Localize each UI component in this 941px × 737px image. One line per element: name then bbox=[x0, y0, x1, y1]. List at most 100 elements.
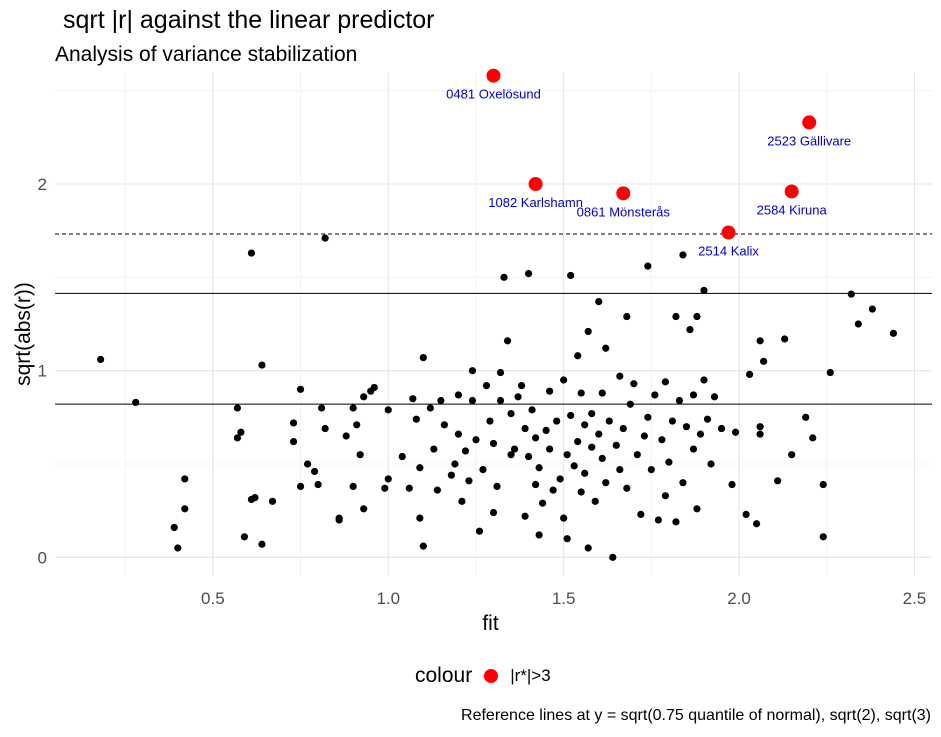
data-point bbox=[742, 510, 750, 518]
data-point bbox=[412, 415, 420, 423]
data-point bbox=[381, 484, 389, 492]
data-point bbox=[433, 486, 441, 494]
data-point bbox=[507, 410, 515, 418]
data-point bbox=[574, 438, 582, 446]
data-point bbox=[493, 482, 501, 490]
data-point bbox=[524, 452, 533, 461]
outlier-label: 2584 Kiruna bbox=[757, 202, 828, 217]
data-point bbox=[546, 445, 554, 453]
data-point bbox=[616, 372, 624, 380]
data-point bbox=[510, 445, 519, 453]
data-point bbox=[781, 335, 789, 343]
x-tick-label: 2.5 bbox=[903, 589, 927, 608]
data-point bbox=[826, 368, 834, 377]
data-point bbox=[707, 460, 715, 468]
data-point bbox=[847, 290, 855, 298]
data-point bbox=[233, 404, 242, 412]
data-point bbox=[247, 249, 256, 257]
data-point bbox=[303, 460, 312, 468]
outlier-label: 2514 Kalix bbox=[698, 244, 759, 259]
data-point bbox=[563, 535, 571, 543]
data-point bbox=[419, 354, 427, 362]
data-point bbox=[258, 540, 266, 548]
data-point bbox=[710, 393, 719, 401]
data-point bbox=[486, 417, 494, 425]
data-point bbox=[539, 499, 547, 507]
data-point bbox=[756, 423, 764, 431]
data-point bbox=[454, 391, 463, 399]
data-point bbox=[809, 434, 817, 442]
data-point bbox=[668, 417, 677, 425]
data-point bbox=[819, 480, 827, 489]
data-point bbox=[563, 451, 571, 459]
legend-key-marker bbox=[484, 669, 499, 683]
data-point bbox=[598, 454, 606, 462]
data-point bbox=[637, 510, 645, 518]
data-point bbox=[553, 417, 561, 425]
data-point bbox=[405, 484, 413, 492]
data-point bbox=[409, 395, 417, 403]
data-point bbox=[753, 520, 761, 528]
data-point bbox=[756, 337, 764, 345]
data-point bbox=[567, 271, 575, 280]
data-point bbox=[588, 443, 596, 451]
legend-title: colour bbox=[415, 664, 473, 687]
grid-layer bbox=[55, 72, 932, 576]
data-point bbox=[584, 327, 592, 336]
data-point bbox=[658, 436, 666, 444]
data-point bbox=[454, 430, 463, 438]
data-point bbox=[630, 380, 638, 388]
data-point bbox=[321, 234, 329, 242]
data-point bbox=[181, 505, 189, 513]
data-point bbox=[661, 492, 669, 500]
data-point bbox=[700, 286, 708, 294]
data-point bbox=[356, 451, 364, 459]
outlier-point bbox=[528, 177, 543, 191]
data-point bbox=[560, 376, 568, 384]
outlier-labels: 0481 Oxelösund 2523 Gällivare 1082 Karlsha… bbox=[446, 87, 851, 259]
data-point bbox=[321, 424, 329, 433]
data-point bbox=[577, 488, 585, 496]
chart-subtitle: Analysis of variance stabilization bbox=[55, 43, 358, 66]
data-point bbox=[496, 368, 505, 377]
data-point bbox=[595, 298, 603, 306]
data-point bbox=[595, 430, 603, 438]
data-point bbox=[524, 270, 533, 278]
data-point bbox=[675, 396, 684, 405]
outlier-point bbox=[616, 186, 631, 201]
data-point bbox=[717, 424, 726, 433]
outlier-label: 0861 Mönsterås bbox=[577, 204, 671, 219]
data-point bbox=[689, 391, 698, 399]
legend-label: |r*|>3 bbox=[510, 666, 551, 685]
data-point bbox=[318, 404, 326, 412]
data-point bbox=[475, 527, 484, 535]
data-point bbox=[535, 464, 543, 472]
data-point bbox=[419, 542, 427, 550]
data-point bbox=[693, 505, 701, 513]
data-point bbox=[654, 516, 662, 524]
data-point bbox=[640, 432, 648, 440]
data-point bbox=[517, 382, 526, 390]
data-point bbox=[507, 451, 515, 459]
data-point bbox=[703, 415, 712, 423]
data-point bbox=[728, 480, 736, 489]
data-point bbox=[370, 383, 378, 392]
data-point bbox=[289, 438, 298, 446]
data-point bbox=[482, 382, 491, 390]
data-point bbox=[581, 469, 589, 477]
data-point bbox=[296, 385, 305, 393]
data-point bbox=[609, 553, 617, 561]
data-point bbox=[384, 475, 392, 483]
data-point bbox=[353, 421, 361, 429]
data-point bbox=[679, 479, 687, 487]
data-point bbox=[633, 451, 641, 459]
data-point bbox=[731, 428, 740, 436]
data-point bbox=[626, 400, 634, 408]
outlier-label: 0481 Oxelösund bbox=[446, 87, 541, 102]
data-point bbox=[574, 352, 582, 360]
data-point bbox=[447, 471, 456, 479]
x-tick-label: 1.0 bbox=[376, 589, 400, 608]
y-tick-label: 2 bbox=[38, 175, 47, 194]
data-point bbox=[479, 466, 487, 474]
data-point bbox=[349, 482, 357, 490]
